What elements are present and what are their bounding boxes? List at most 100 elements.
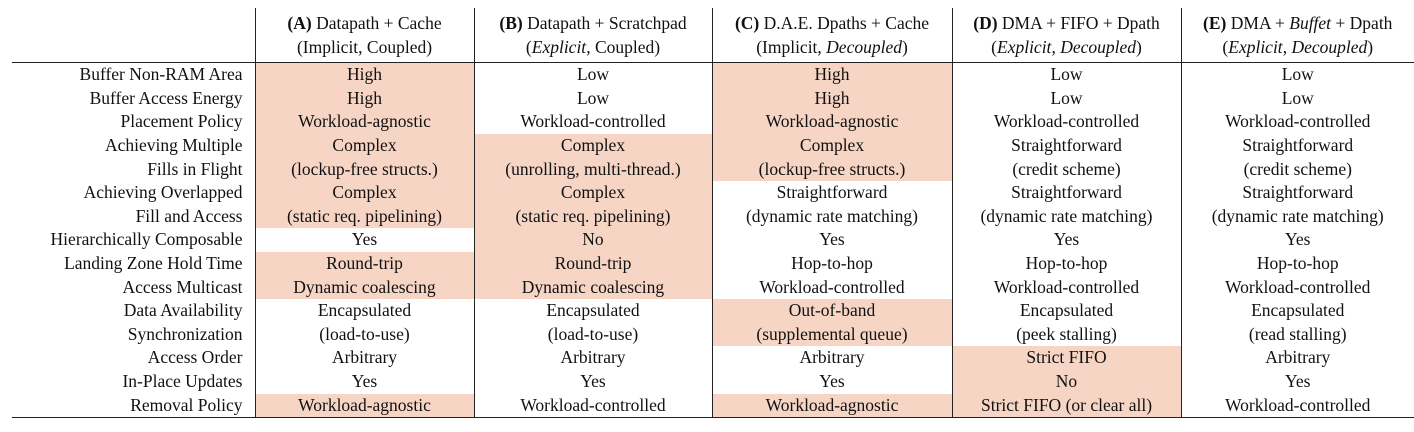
- column-title-italic: Buffet: [1289, 13, 1332, 33]
- column-header-subtitle: (Explicit, Decoupled): [1222, 36, 1374, 57]
- table-cell: Arbitrary: [473, 346, 712, 370]
- table-row: Achieving Overlapped Fill and Access Compl…: [12, 181, 1414, 229]
- cell-line: Yes: [351, 370, 378, 391]
- column-header-title: (D) DMA + FIFO + Dpath: [957, 12, 1177, 36]
- row-label: Hierarchically Composable: [12, 228, 255, 252]
- table-cell: Arbitrary: [1180, 346, 1414, 370]
- column-sub-b: Decoupled: [826, 36, 902, 57]
- table-cell: Workload-controlled: [711, 275, 952, 300]
- cell-line: (unrolling, multi-thread.): [505, 158, 681, 179]
- column-title: D.A.E. Dpaths + Cache: [763, 13, 930, 33]
- cell-line: Straightforward: [1242, 182, 1354, 203]
- cell-line: Yes: [819, 229, 845, 250]
- cell-line: High: [347, 87, 382, 108]
- cell-line: Straightforward: [776, 182, 888, 203]
- cell-line: Yes: [580, 370, 606, 391]
- cell-line: (dynamic rate matching): [745, 205, 918, 226]
- table-cell: Yes: [254, 228, 474, 252]
- cell-line: Encapsulated: [546, 300, 640, 321]
- cell-line: Encapsulated: [1019, 300, 1114, 321]
- table-cell: Complex (lockup-free structs.): [254, 133, 474, 182]
- row-label: Removal Policy: [12, 394, 255, 418]
- cell-line: Low: [576, 87, 610, 108]
- table-row: Buffer Access Energy High Low High Low Low: [12, 86, 1414, 111]
- table-cell: Yes: [254, 369, 474, 394]
- cell-line: Workload-controlled: [1225, 394, 1371, 415]
- table-cell: Workload-controlled: [951, 275, 1181, 300]
- column-header-c: (C) D.A.E. Dpaths + Cache (Implicit, Deco…: [711, 8, 952, 63]
- table-cell: Dynamic coalescing: [473, 275, 712, 300]
- table-cell: Arbitrary: [254, 346, 474, 370]
- cell-line: (dynamic rate matching): [980, 205, 1153, 226]
- table-cell: Yes: [711, 228, 952, 252]
- cell-line: Low: [1050, 87, 1083, 108]
- table-row: Access Multicast Dynamic coalescing Dynami…: [12, 275, 1414, 300]
- cell-line: Encapsulated: [317, 300, 412, 321]
- cell-line: Complex: [332, 182, 397, 203]
- column-sub-a: Explicit: [1228, 36, 1283, 57]
- table-cell: Complex (lockup-free structs.): [711, 133, 952, 182]
- table-cell: Hop-to-hop: [711, 251, 952, 276]
- cell-line: Workload-controlled: [520, 111, 666, 132]
- table-cell: Workload-controlled: [1180, 275, 1414, 300]
- row-label: Landing Zone Hold Time: [12, 252, 255, 276]
- cell-line: Arbitrary: [1265, 347, 1331, 368]
- column-header-title: (A) Datapath + Cache: [260, 12, 470, 36]
- row-label: Achieving Multiple Fills in Flight: [12, 134, 255, 181]
- cell-line: High: [814, 87, 850, 108]
- table-cell: Encapsulated (read stalling): [1180, 299, 1414, 347]
- cell-line: Complex: [560, 134, 626, 155]
- row-label: Buffer Non-RAM Area: [12, 63, 255, 87]
- table-cell: Encapsulated (load-to-use): [254, 299, 474, 347]
- cell-line: Workload-agnostic: [765, 394, 899, 415]
- table-cell: Workload-agnostic: [254, 393, 474, 418]
- row-label: Placement Policy: [12, 110, 255, 134]
- cell-line: (credit scheme): [1012, 158, 1121, 179]
- table-cell: Strict FIFO (or clear all): [951, 393, 1181, 418]
- row-label: Buffer Access Energy: [12, 87, 255, 111]
- header-row: (A) Datapath + Cache (Implicit, Coupled)(…: [12, 8, 1414, 63]
- column-title: Datapath + Cache: [316, 13, 442, 33]
- table-cell: Workload-agnostic: [711, 393, 952, 418]
- table-cell: Straightforward (dynamic rate matching): [711, 181, 952, 229]
- cell-line: (static req. pipelining): [515, 205, 671, 226]
- table-cell: Workload-controlled: [473, 393, 712, 418]
- cell-line: High: [347, 64, 382, 85]
- table-row: Placement Policy Workload-agnostic Workloa…: [12, 110, 1414, 134]
- cell-line: Workload-agnostic: [298, 111, 431, 132]
- cell-line: Straightforward: [1011, 134, 1122, 155]
- header-corner: [12, 8, 255, 63]
- cell-line: Yes: [1285, 370, 1311, 391]
- cell-line: Arbitrary: [331, 347, 398, 368]
- column-header-title: (B) Datapath + Scratchpad: [479, 12, 708, 36]
- comparison-table-container: (A) Datapath + Cache (Implicit, Coupled)(…: [12, 8, 1414, 418]
- table-cell: Low: [1180, 86, 1414, 111]
- table-cell: Low: [951, 62, 1181, 87]
- column-header-subtitle: (Implicit, Decoupled): [756, 36, 908, 57]
- cell-line: (credit scheme): [1243, 158, 1352, 179]
- column-sub-a: Implicit: [302, 36, 359, 57]
- cell-line: Complex: [560, 182, 626, 203]
- column-sub-b: Coupled: [594, 36, 655, 57]
- table-cell: Workload-controlled: [1180, 393, 1414, 418]
- cell-line: (read stalling): [1248, 323, 1347, 344]
- table-cell: Yes: [1180, 228, 1414, 252]
- column-letter: (C): [734, 13, 760, 33]
- table-cell: Yes: [951, 228, 1181, 252]
- row-label: Access Order: [12, 346, 255, 370]
- cell-line: (lockup-free structs.): [758, 158, 906, 179]
- table-cell: No: [951, 369, 1181, 394]
- table-row: Buffer Non-RAM Area High Low High Low Low: [12, 62, 1414, 87]
- column-letter: (D): [973, 13, 998, 33]
- cell-line: Dynamic coalescing: [293, 276, 436, 297]
- cell-line: Yes: [819, 370, 845, 391]
- table-cell: Workload-controlled: [951, 110, 1181, 134]
- column-letter: (E): [1203, 13, 1227, 33]
- table-cell: Straightforward (dynamic rate matching): [951, 181, 1181, 229]
- cell-line: Hop-to-hop: [1256, 252, 1339, 273]
- column-header-e: (E) DMA + Buffet + Dpath (Explicit, Decou…: [1180, 8, 1414, 63]
- row-label-line: Data Availability: [123, 300, 243, 321]
- table-cell: Yes: [711, 369, 952, 394]
- cell-line: Complex: [799, 134, 865, 155]
- table-cell: Straightforward (credit scheme): [951, 133, 1181, 182]
